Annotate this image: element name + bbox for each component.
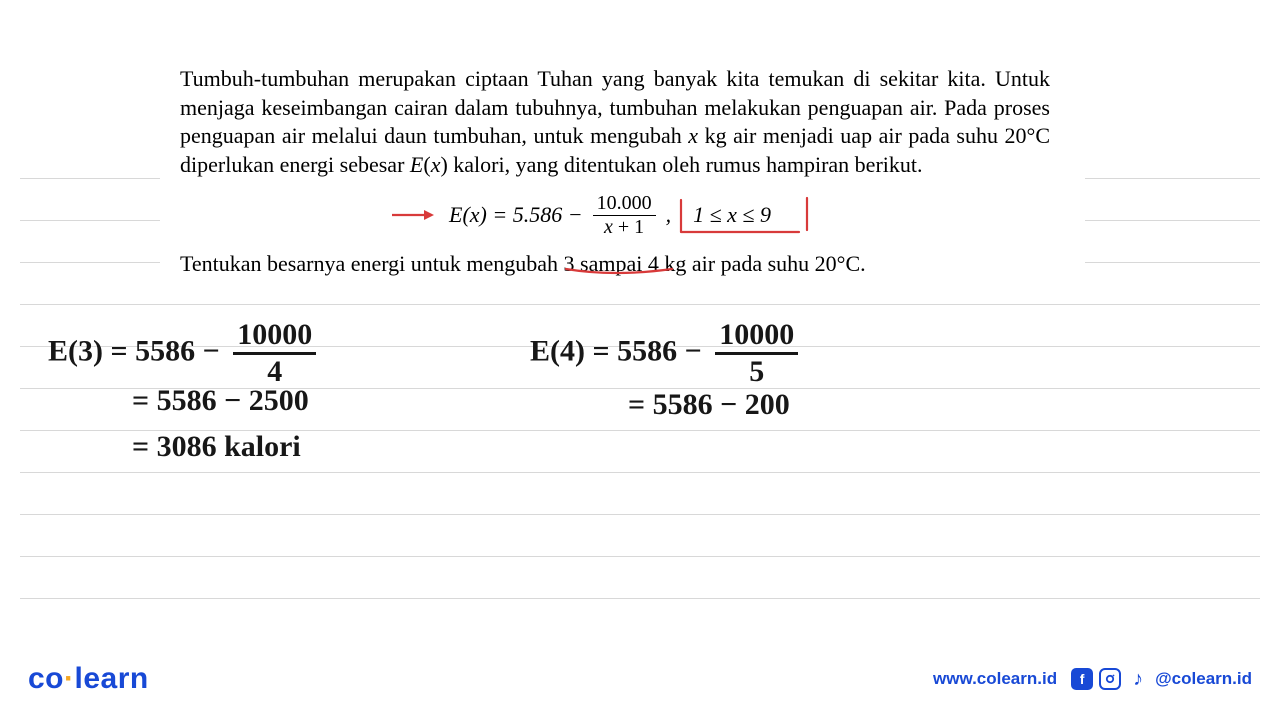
- formula-comma: ,: [666, 202, 672, 228]
- problem-paragraph: Tumbuh-tumbuhan merupakan ciptaan Tuhan …: [180, 65, 1050, 179]
- formula-domain: 1 ≤ x ≤ 9: [683, 200, 781, 230]
- problem-block: Tumbuh-tumbuhan merupakan ciptaan Tuhan …: [180, 65, 1050, 277]
- annotation-arrow: [390, 205, 434, 225]
- logo: co·learn: [28, 662, 149, 696]
- formula-fraction: 10.000 x + 1: [593, 192, 656, 239]
- formula-row: E(x) = 5.586 − 10.000 x + 1 , 1 ≤ x ≤ 9: [180, 187, 1050, 243]
- tiktok-icon: ♪: [1127, 668, 1149, 690]
- hw-e3-line3: = 3086 kalori: [132, 430, 301, 464]
- footer: co·learn www.colearn.id f ♪ @colearn.id: [0, 662, 1280, 696]
- formula-lhs: E(x) = 5.586 −: [449, 202, 583, 228]
- website-url: www.colearn.id: [933, 669, 1057, 689]
- instagram-icon: [1099, 668, 1121, 690]
- underline-3-4: [564, 265, 684, 279]
- social-icons: f ♪ @colearn.id: [1071, 668, 1252, 690]
- hw-e3-line2: = 5586 − 2500: [132, 384, 309, 418]
- hw-e4-line1: E(4) = 5586 − 10000 5: [530, 318, 798, 389]
- facebook-icon: f: [1071, 668, 1093, 690]
- hw-e4-line2: = 5586 − 200: [628, 388, 790, 422]
- social-handle: @colearn.id: [1155, 669, 1252, 689]
- formula-denominator: x + 1: [600, 216, 648, 239]
- hw-e3-line1: E(3) = 5586 − 10000 4: [48, 318, 316, 389]
